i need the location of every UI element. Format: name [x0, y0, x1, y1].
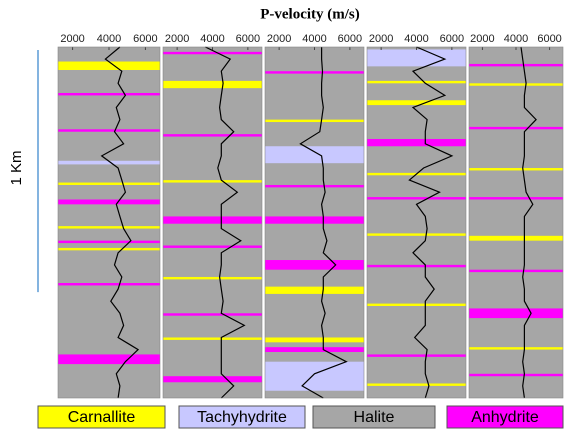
- lithology-layer: [163, 313, 262, 316]
- lithology-layer: [469, 83, 563, 86]
- panel-frame: [162, 46, 263, 399]
- lithology-layer: [265, 361, 364, 391]
- velocity-log: [205, 46, 246, 399]
- lithology-layer: [58, 160, 160, 165]
- lithology-layer: [469, 269, 563, 273]
- lithology-layer: [367, 100, 466, 106]
- legend-label: Anhydrite: [471, 409, 539, 426]
- x-tick-label: 4000: [504, 33, 528, 45]
- lithology-layer: [469, 347, 563, 350]
- lithology-layer: [469, 197, 563, 200]
- velocity-log: [299, 47, 348, 399]
- x-tick-label: 4000: [97, 33, 121, 45]
- lithology-layer: [265, 119, 364, 123]
- panel-frame: [264, 46, 365, 399]
- lithology-layer: [163, 376, 262, 383]
- lithology-layer: [58, 354, 160, 365]
- lithology-layer: [367, 197, 466, 200]
- x-tick-label: 4000: [404, 33, 428, 45]
- lithology-layer: [58, 240, 160, 244]
- lithology-layer: [163, 180, 262, 183]
- lithology-layer: [163, 216, 262, 224]
- lithology-layer: [163, 245, 262, 248]
- lithology-layer: [163, 276, 262, 280]
- x-tick-label: 2000: [267, 33, 291, 45]
- x-tick-label: 2000: [369, 33, 393, 45]
- x-tick-label: 6000: [338, 33, 362, 45]
- lithology-layer: [265, 146, 364, 164]
- scale-label: 1 Km: [8, 150, 25, 185]
- lithology-layer: [367, 49, 466, 67]
- lithology-layer: [469, 168, 563, 171]
- chart-title: P-velocity (m/s): [260, 6, 360, 22]
- lithology-layer: [163, 80, 262, 89]
- lithology-layer: [469, 235, 563, 241]
- velocity-log: [408, 46, 454, 399]
- lithology-layer: [367, 264, 466, 268]
- velocity-log: [520, 46, 537, 399]
- lithology-layer: [265, 286, 364, 294]
- lithology-layer: [265, 260, 364, 270]
- panel-frame: [57, 46, 161, 399]
- lithology-layer: [469, 63, 563, 67]
- x-tick-label: 4000: [302, 33, 326, 45]
- lithology-layer: [58, 283, 160, 286]
- legend-swatch: [178, 405, 306, 429]
- lithology-layer: [469, 308, 563, 319]
- lithology-layer: [58, 182, 160, 185]
- lithology-layer: [58, 92, 160, 96]
- x-tick-label: 2000: [165, 33, 189, 45]
- legend-label: Tachyhydrite: [197, 409, 287, 426]
- lithology-layer: [58, 247, 160, 251]
- halite-background: [469, 47, 563, 398]
- lithology-layer: [58, 61, 160, 70]
- lithology-layer: [367, 303, 466, 307]
- halite-background: [367, 47, 466, 398]
- lithology-layer: [469, 126, 563, 130]
- legend-swatch: [37, 405, 166, 429]
- lithology-layer: [265, 71, 364, 74]
- x-tick-label: 6000: [133, 33, 157, 45]
- lithology-layer: [163, 337, 262, 340]
- velocity-log: [100, 46, 140, 399]
- lithology-layer: [367, 354, 466, 357]
- x-tick-label: 2000: [60, 33, 84, 45]
- legend-label: Carnallite: [68, 409, 136, 426]
- lithology-layer: [265, 347, 364, 353]
- x-tick-label: 6000: [537, 33, 561, 45]
- lithology-layer: [367, 383, 466, 386]
- lithology-layer: [163, 51, 262, 55]
- halite-background: [58, 47, 160, 398]
- x-tick-label: 6000: [236, 33, 260, 45]
- panel-frame: [468, 46, 564, 399]
- panel-frame: [366, 46, 467, 399]
- lithology-layer: [265, 337, 364, 343]
- lithology-layer: [58, 226, 160, 229]
- legend-swatch: [446, 405, 564, 429]
- lithology-layer: [163, 134, 262, 137]
- legend-swatch: [312, 405, 436, 429]
- lithology-layer: [265, 184, 364, 188]
- lithology-layer: [367, 138, 466, 147]
- lithology-layer: [58, 129, 160, 132]
- x-tick-label: 4000: [200, 33, 224, 45]
- lithology-layer: [58, 199, 160, 205]
- x-tick-label: 2000: [470, 33, 494, 45]
- lithology-layer: [265, 216, 364, 224]
- lithology-layer: [367, 80, 466, 84]
- legend-label: Halite: [354, 409, 395, 426]
- lithology-layer: [469, 373, 563, 377]
- lithology-layer: [367, 233, 466, 236]
- x-tick-label: 6000: [440, 33, 464, 45]
